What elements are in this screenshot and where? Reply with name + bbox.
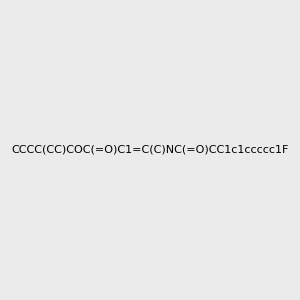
Text: CCCC(CC)COC(=O)C1=C(C)NC(=O)CC1c1ccccc1F: CCCC(CC)COC(=O)C1=C(C)NC(=O)CC1c1ccccc1F: [11, 145, 289, 155]
